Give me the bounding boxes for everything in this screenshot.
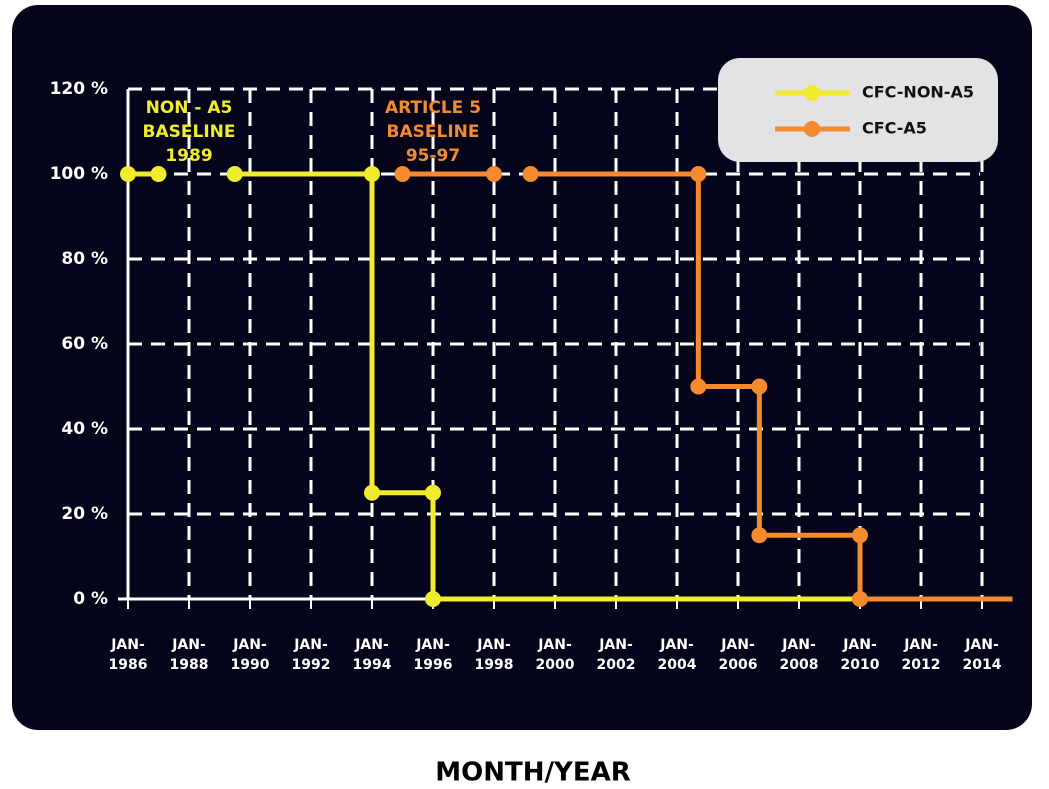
x-tick-label: JAN-2002 (597, 637, 636, 673)
point (852, 527, 868, 544)
point (364, 166, 380, 182)
point (751, 378, 768, 395)
point (226, 166, 243, 182)
y-tick-label: 20 % (61, 504, 108, 524)
x-tick-label: JAN-1996 (414, 637, 453, 673)
point (852, 591, 868, 607)
point (394, 166, 411, 182)
annotation: ARTICLE 5 (385, 98, 481, 118)
x-tick-label: JAN-1998 (475, 637, 514, 673)
x-tick-label: JAN-2014 (963, 637, 1002, 673)
y-tick-label: 100 % (50, 164, 108, 184)
legend-box (718, 58, 998, 162)
x-tick-label: JAN-1992 (292, 637, 331, 673)
point (120, 166, 136, 182)
point (150, 166, 167, 182)
legend-swatch (804, 121, 820, 137)
x-tick-label: JAN-1994 (353, 637, 392, 673)
point (751, 527, 768, 544)
annotation: 95-97 (406, 146, 460, 166)
point (690, 378, 707, 395)
annotation: BASELINE (143, 122, 236, 142)
y-tick-label: 40 % (61, 419, 108, 439)
x-tick-label: JAN-2008 (780, 637, 819, 673)
series-line (402, 171, 1013, 602)
annotation: NON - A5 (146, 98, 233, 118)
x-axis-label: MONTH/YEAR (435, 758, 630, 788)
point (364, 484, 380, 501)
x-tick-label: JAN-2000 (536, 637, 575, 673)
y-tick-label: 120 % (50, 79, 108, 99)
x-tick-label: JAN-1990 (231, 637, 270, 673)
x-tick-label: JAN-2006 (719, 637, 758, 673)
point (425, 591, 441, 607)
x-tick-label: JAN-2004 (658, 637, 697, 673)
x-tick-label: JAN-2010 (841, 637, 880, 673)
x-tick-label: JAN-1986 (109, 637, 148, 673)
point (486, 166, 502, 182)
legend-label: CFC-NON-A5 (862, 83, 974, 102)
y-tick-label: 0 % (73, 589, 108, 609)
legend-swatch (804, 85, 820, 101)
x-tick-label: JAN-2012 (902, 637, 941, 673)
annotation: 1989 (165, 146, 212, 166)
annotation: BASELINE (387, 122, 480, 142)
point (425, 484, 441, 501)
y-tick-label: 60 % (61, 334, 108, 354)
point (522, 166, 539, 182)
y-tick-label: 80 % (61, 249, 108, 269)
x-tick-label: JAN-1988 (170, 637, 209, 673)
plot-background (12, 5, 1032, 730)
legend-label: CFC-A5 (862, 119, 927, 138)
point (690, 166, 707, 182)
